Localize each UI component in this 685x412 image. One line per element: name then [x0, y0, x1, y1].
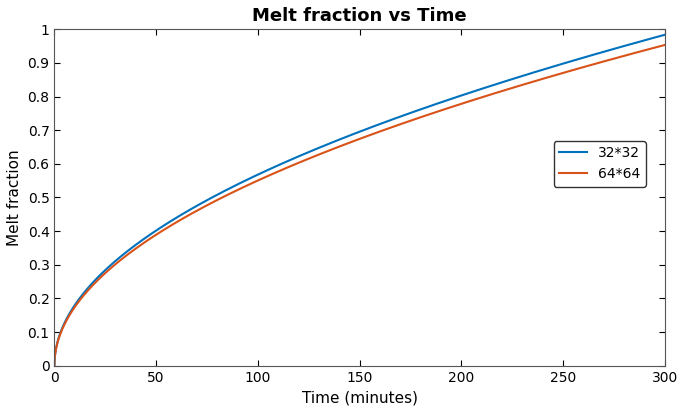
32*32 — [50, 363, 58, 368]
32*32 — [331, 139, 339, 144]
Legend: 32*32, 64*64: 32*32, 64*64 — [553, 141, 646, 187]
Line: 32*32: 32*32 — [54, 35, 665, 365]
64*64 — [531, 79, 539, 84]
64*64 — [50, 363, 58, 368]
Line: 64*64: 64*64 — [54, 45, 665, 365]
Y-axis label: Melt fraction: Melt fraction — [7, 149, 22, 246]
64*64 — [643, 47, 651, 52]
64*64 — [331, 146, 339, 151]
32*32 — [661, 32, 669, 37]
32*32 — [643, 37, 651, 42]
X-axis label: Time (minutes): Time (minutes) — [301, 390, 418, 405]
32*32 — [347, 132, 356, 137]
32*32 — [643, 37, 651, 42]
64*64 — [661, 42, 669, 47]
Title: Melt fraction vs Time: Melt fraction vs Time — [252, 7, 467, 25]
64*64 — [347, 140, 356, 145]
64*64 — [82, 291, 90, 296]
32*32 — [82, 288, 90, 293]
32*32 — [531, 70, 539, 75]
64*64 — [643, 47, 651, 52]
